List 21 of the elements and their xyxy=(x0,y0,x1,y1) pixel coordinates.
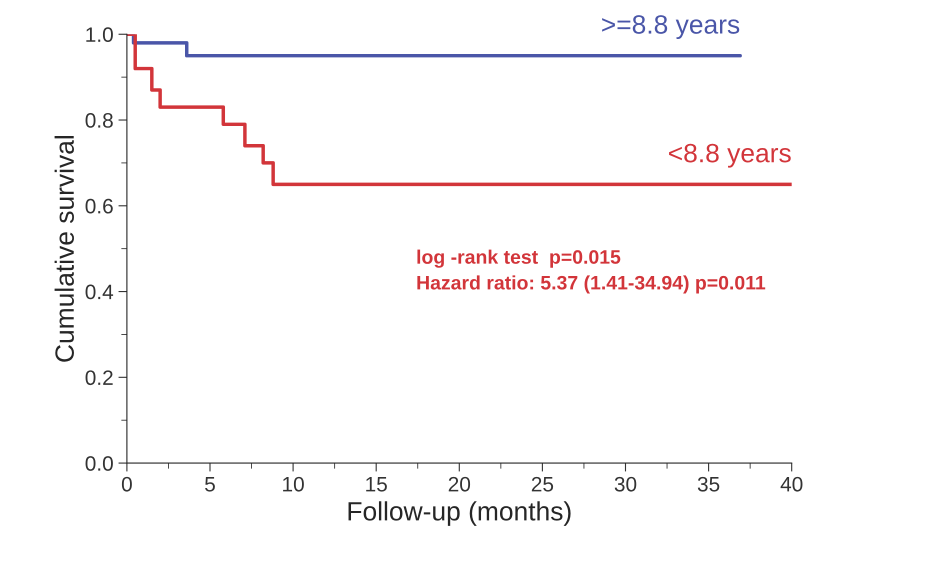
x-tick-label: 15 xyxy=(366,477,387,492)
x-tick-label: 10 xyxy=(283,476,304,492)
annotation: log -rank test p=0.015 xyxy=(417,250,620,268)
x-tick-label: 5 xyxy=(205,477,215,492)
x-tick-label: 0 xyxy=(122,476,132,492)
y-tick-label: 0.2 xyxy=(86,370,113,386)
x-tick-label: 30 xyxy=(614,476,636,492)
x-tick-label: 20 xyxy=(448,476,470,492)
y-tick-label: 1.0 xyxy=(86,27,113,42)
y-axis-title: Cumulative survival xyxy=(54,136,74,362)
annotation: Hazard ratio: 5.37 (1.41-34.94) p=0.011 xyxy=(417,275,766,294)
y-tick-label: 0.4 xyxy=(86,284,114,300)
series-label: <8.8 years xyxy=(669,144,791,168)
x-axis-title: Follow-up (months) xyxy=(348,501,571,526)
y-tick-label: 0.6 xyxy=(86,198,113,214)
y-tick-label: 0.8 xyxy=(86,113,113,128)
x-tick-label: 40 xyxy=(780,476,802,492)
y-tick-label: 0.0 xyxy=(86,456,113,471)
series-label: >=8.8 years xyxy=(602,15,740,40)
x-tick-label: 25 xyxy=(532,476,554,492)
x-tick-label: 35 xyxy=(698,476,720,492)
